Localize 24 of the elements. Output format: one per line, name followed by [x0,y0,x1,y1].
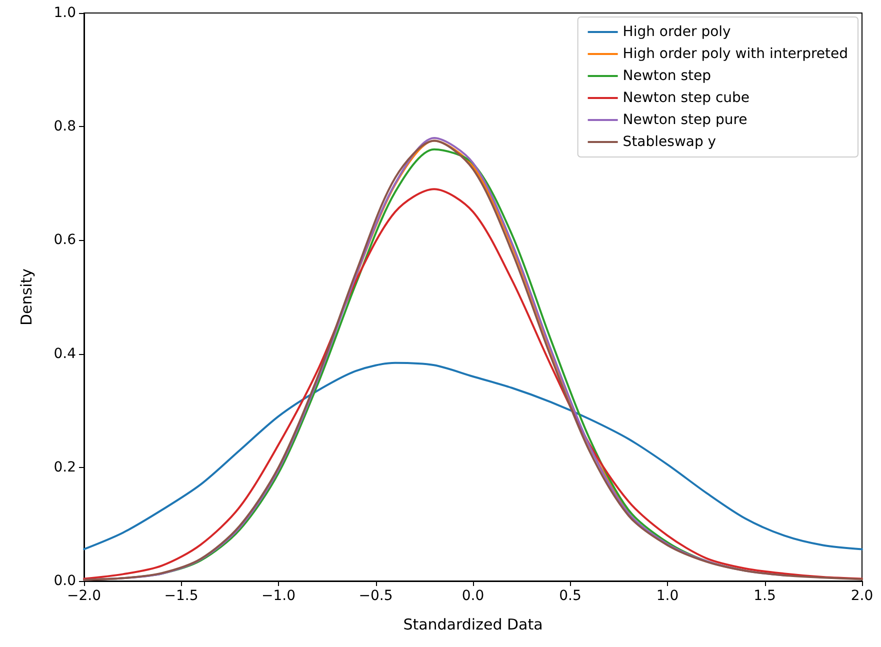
line-series [83,362,863,550]
y-tick-label: 0.0 [54,573,76,589]
y-tick-label: 0.8 [54,118,76,135]
legend-label: Newton step [622,68,712,84]
legend-label: Newton step pure [622,112,748,128]
x-tick-label: 1.0 [656,588,679,604]
y-tick-label: 0.6 [54,232,76,248]
y-tick-label: 0.2 [54,459,76,476]
x-axis-title: Standardized Data [403,616,543,634]
x-tick-label: −0.5 [358,588,393,604]
x-tick-label: 0.5 [559,588,582,604]
legend-label: Newton step cube [622,90,750,106]
x-tick-label: −2.0 [67,588,101,604]
y-axis-title: Density [18,268,36,326]
legend-label: Stableswap y [622,134,716,150]
x-tick-label: −1.5 [164,588,198,604]
x-tick-label: 0.0 [462,588,484,604]
x-tick-label: 1.5 [754,588,776,604]
legend-label: High order poly with interpreted [622,46,848,62]
y-tick-label: 1.0 [54,5,76,21]
x-tick-label: 2.0 [850,588,874,604]
x-tick-label: −1.0 [262,588,296,604]
legend-label: High order poly [622,24,731,40]
y-tick-label: 0.4 [54,346,76,362]
